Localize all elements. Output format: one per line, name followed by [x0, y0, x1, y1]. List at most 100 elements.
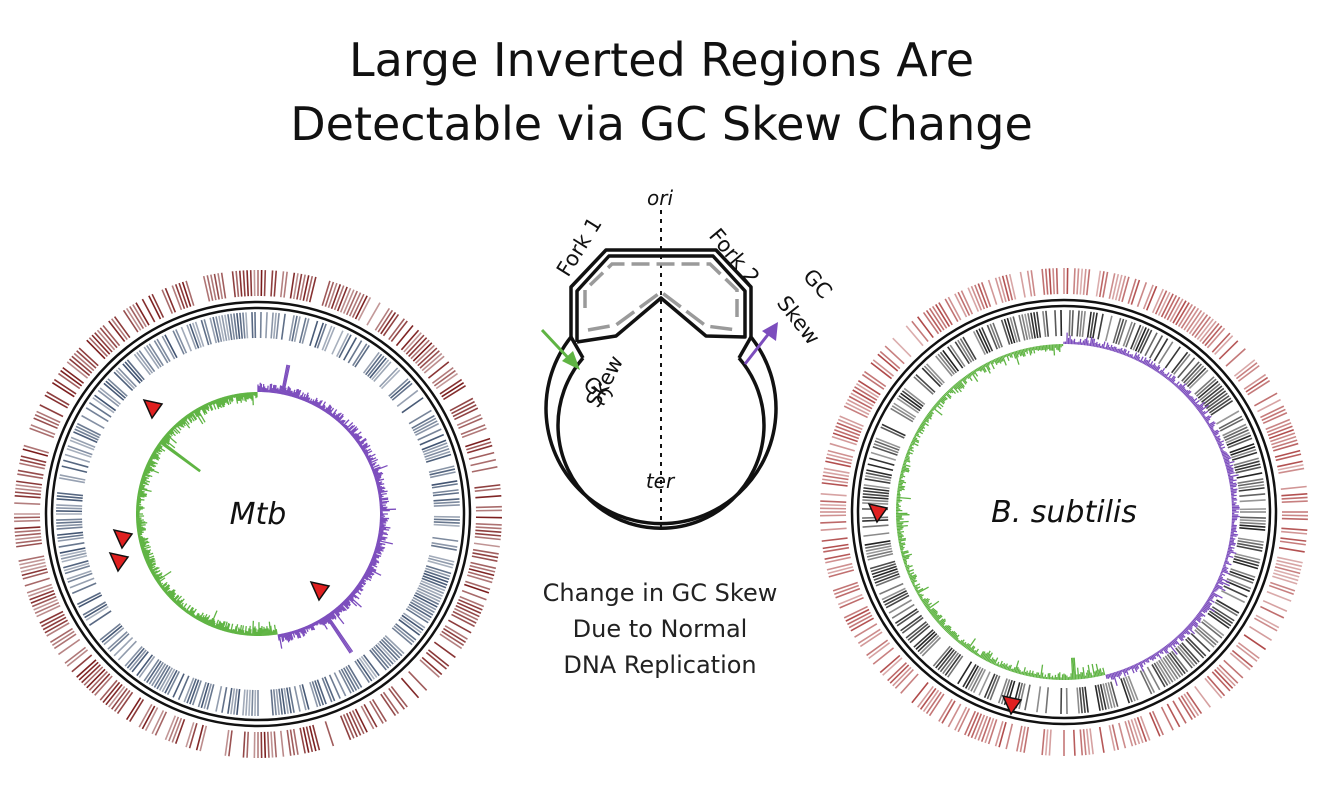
negative-skew-bar [924, 602, 929, 607]
negative-skew-bar [1037, 672, 1040, 679]
gene-tick [347, 664, 363, 688]
gene-tick [331, 330, 344, 355]
gene-tick [88, 402, 112, 418]
positive-skew-bar [1191, 620, 1199, 627]
negative-skew-bar [138, 487, 152, 493]
negative-skew-bar [995, 663, 998, 666]
gene-tick [896, 397, 920, 414]
gene-tick [474, 535, 501, 541]
gene-tick [980, 716, 992, 742]
negative-skew-bar [178, 420, 185, 428]
negative-skew-bar [896, 525, 908, 528]
negative-skew-bar [897, 485, 906, 488]
positive-skew-bar [353, 589, 358, 594]
negative-skew-bar [932, 612, 939, 618]
gene-tick [1071, 310, 1074, 337]
negative-skew-bar [1008, 664, 1012, 672]
negative-skew-bar [138, 489, 143, 492]
gene-tick [156, 338, 171, 362]
positive-skew-bar [377, 536, 386, 540]
negative-skew-bar [244, 625, 247, 636]
gene-tick [78, 594, 103, 608]
gene-tick [998, 721, 1007, 748]
chromosome-inner-outline [556, 356, 766, 531]
negative-skew-bar [142, 550, 151, 555]
negative-skew-bar [139, 540, 149, 545]
positive-skew-bar [1091, 338, 1094, 347]
gene-tick [1196, 318, 1214, 341]
negative-skew-bar [140, 478, 151, 483]
positive-skew-bar [1130, 665, 1135, 674]
positive-skew-bar [1210, 592, 1218, 598]
gene-tick [423, 572, 449, 583]
negative-skew-bar [1019, 671, 1022, 675]
negative-skew-bar [902, 463, 911, 468]
gene-tick [29, 427, 55, 439]
negative-skew-bar [141, 475, 149, 480]
negative-skew-bar [985, 653, 991, 662]
negative-skew-bar [136, 527, 145, 530]
gene-tick [865, 475, 891, 482]
negative-skew-bar [153, 449, 161, 455]
negative-skew-bar [136, 524, 146, 527]
negative-skew-bar [237, 627, 240, 635]
gene-tick [377, 642, 396, 663]
negative-skew-bar [942, 394, 948, 400]
gene-tick [309, 320, 319, 347]
positive-skew-bar [1228, 543, 1236, 546]
gene-tick [373, 646, 392, 667]
chromosome-outer-outline [544, 248, 778, 526]
gene-tick [76, 350, 97, 369]
gene-tick [987, 279, 998, 305]
positive-skew-bar [370, 463, 376, 467]
positive-skew-bar [1200, 410, 1206, 415]
gene-tick [122, 363, 141, 384]
gene-tick [433, 504, 460, 507]
negative-skew-bar [141, 549, 148, 553]
gene-tick [1208, 397, 1232, 414]
gene-tick [17, 473, 44, 480]
negative-skew-bar [938, 618, 946, 625]
negative-skew-bar [924, 417, 930, 422]
negative-skew-bar [150, 570, 155, 574]
gene-tick [71, 654, 93, 673]
positive-skew-bar [1229, 483, 1238, 487]
negative-skew-bar [1014, 660, 1020, 673]
gene-tick [835, 587, 861, 599]
inversion-marker-icon [1001, 694, 1023, 716]
positive-skew-bar [363, 451, 369, 455]
gene-tick [153, 664, 169, 688]
positive-skew-bar [1212, 430, 1220, 436]
gene-tick [238, 270, 243, 297]
gene-tick [183, 677, 195, 703]
gene-tick [1130, 279, 1141, 305]
gene-tick [917, 316, 934, 339]
positive-skew-bar [311, 622, 315, 627]
gene-tick [1048, 729, 1052, 756]
positive-skew-bar [1202, 414, 1205, 418]
negative-skew-bar [900, 470, 905, 473]
gene-tick [847, 611, 871, 626]
negative-skew-bar [910, 443, 915, 446]
negative-skew-bar [141, 546, 151, 551]
gene-tick [471, 466, 498, 473]
negative-skew-bar [166, 590, 172, 596]
gene-tick [382, 636, 403, 657]
positive-skew-bar [1119, 347, 1123, 354]
gene-tick [1172, 700, 1187, 724]
positive-skew-bar [1175, 384, 1179, 388]
gene-tick [1205, 392, 1228, 410]
gene-tick [1171, 650, 1189, 673]
gene-tick [1186, 309, 1203, 333]
negative-skew-bar [907, 571, 915, 576]
negative-skew-bar [900, 548, 904, 551]
negative-skew-bar [141, 477, 147, 481]
negative-skew-bar [904, 456, 910, 460]
gene-tick [236, 313, 241, 340]
gene-tick [866, 547, 893, 555]
positive-skew-bar [1220, 448, 1223, 452]
gene-tick [1268, 584, 1294, 596]
negative-skew-bar [1098, 669, 1101, 677]
negative-skew-bar [172, 425, 181, 434]
gene-tick [289, 272, 296, 299]
